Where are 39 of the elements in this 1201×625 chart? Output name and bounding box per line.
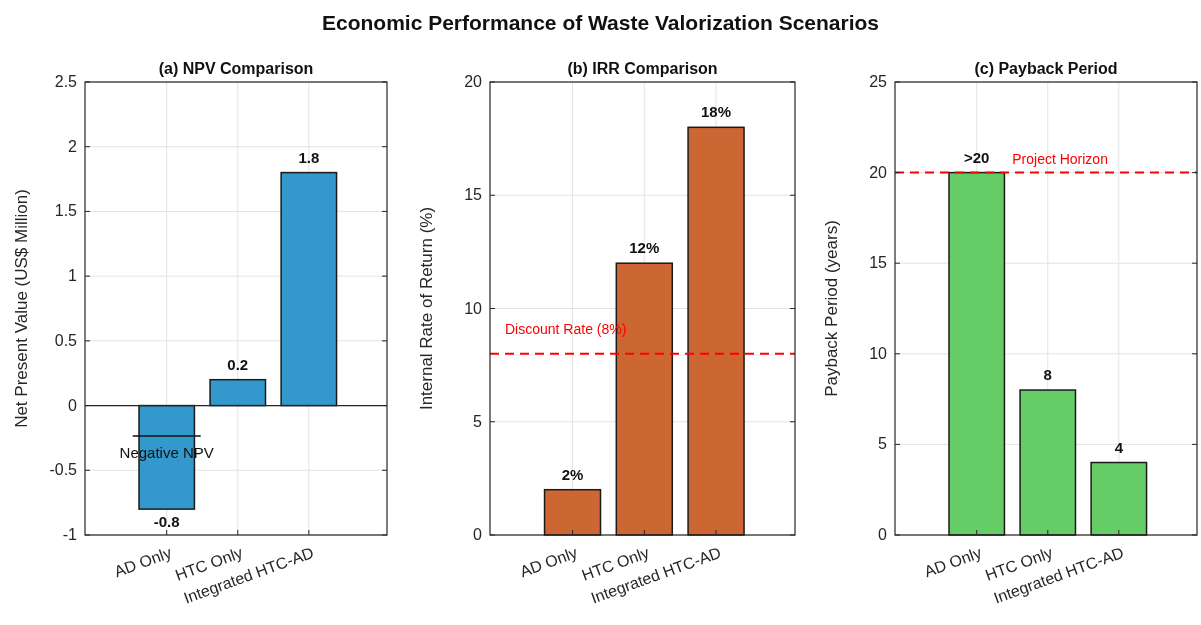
- y-tick-label: 1.5: [54, 202, 78, 220]
- y-tick-label: 0: [878, 526, 888, 543]
- y-axis-title: Net Present Value (US$ Million): [12, 189, 31, 428]
- y-tick-label: 1: [68, 267, 78, 285]
- data-label: -0.8: [153, 513, 180, 531]
- y-tick-label: -1: [62, 526, 78, 543]
- y-tick-label: 10: [464, 299, 483, 317]
- data-label: 1.8: [298, 148, 320, 166]
- data-label: 18%: [701, 103, 732, 121]
- chart-title: (b) IRR Comparison: [567, 60, 718, 77]
- y-tick-label: 2.5: [54, 73, 78, 90]
- data-label: >20: [963, 148, 990, 166]
- x-tick-label: AD Only: [517, 543, 580, 581]
- y-tick-label: 15: [869, 254, 888, 272]
- y-tick-label: 0: [68, 396, 78, 414]
- y-tick-label: 10: [869, 344, 888, 362]
- y-tick-label: 0.5: [54, 331, 78, 349]
- chart-title: (c) Payback Period: [974, 60, 1118, 77]
- data-label: 2%: [561, 465, 584, 483]
- y-tick-label: 0: [473, 526, 483, 543]
- data-label: 8: [1043, 366, 1052, 384]
- y-axis-title: Payback Period (years): [822, 220, 841, 397]
- y-tick-label: 20: [464, 73, 483, 90]
- y-axis-title: Internal Rate of Return (%): [417, 206, 436, 411]
- data-label: 4: [1114, 438, 1124, 456]
- y-tick-label: 2: [68, 137, 78, 155]
- data-label: 12%: [629, 239, 660, 257]
- x-tick-label: AD Only: [111, 543, 174, 581]
- x-tick-label: AD Only: [921, 543, 984, 581]
- y-tick-label: -0.5: [49, 461, 78, 479]
- ref-line-label: Project Horizon: [1012, 150, 1108, 167]
- y-tick-label: 15: [464, 186, 483, 204]
- y-tick-label: 5: [878, 435, 888, 453]
- y-tick-label: 5: [473, 412, 483, 430]
- data-label: 0.2: [227, 355, 249, 373]
- y-tick-label: 25: [869, 73, 888, 90]
- text: Economic Performance of Waste Valorization Scenarios: [321, 11, 880, 34]
- chart-title: (a) NPV Comparison: [158, 60, 314, 77]
- y-tick-label: 20: [869, 163, 888, 181]
